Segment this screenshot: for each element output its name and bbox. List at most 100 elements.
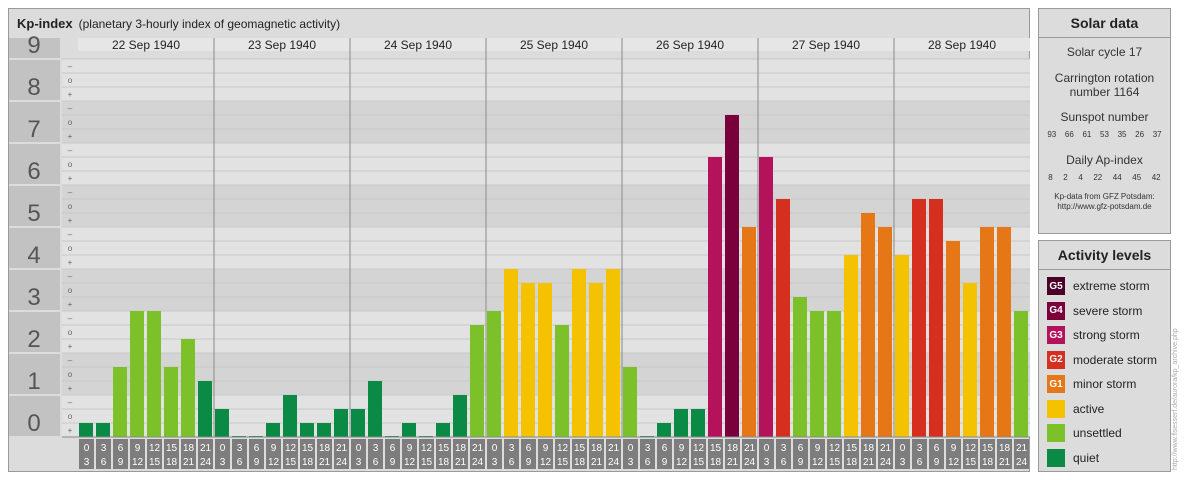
hour-end-label: 15 [285,457,297,468]
hour-start-label: 0 [220,443,226,454]
hour-start-label: 21 [744,443,756,454]
hour-end-label: 24 [1016,457,1028,468]
hour-end-label: 3 [764,457,770,468]
kp-bar [181,339,195,437]
hour-cell [215,439,230,469]
hour-end-label: 15 [693,457,705,468]
hour-end-label: 3 [220,457,226,468]
kp-bar [368,381,382,437]
hour-start-label: 18 [863,443,875,454]
kp-bar [929,198,943,437]
credit-link[interactable]: http://www.gfz-potsdam.de [1057,202,1152,211]
kp-bar [980,227,994,437]
hour-cell [912,439,927,469]
subtick-label: – [68,146,73,155]
hour-start-label: 9 [815,443,821,454]
hour-end-label: 3 [356,457,362,468]
kp-bar [113,366,127,437]
hour-cell [980,439,995,469]
hour-end-label: 24 [880,457,892,468]
kp-bar [351,408,365,437]
day-label: 22 Sep 1940 [112,38,180,52]
hour-start-label: 12 [829,443,841,454]
hour-start-label: 9 [951,443,957,454]
hour-cell [776,439,791,469]
hour-cell [1014,439,1029,469]
archive-url-watermark: http://www.flsesserf.de/aurora/kp_archiv… [1172,328,1179,470]
hour-cell [997,439,1012,469]
y-tick-label: 0 [27,410,40,437]
y-tick-label: 7 [27,116,40,143]
day-label: 26 Sep 1940 [656,38,724,52]
hour-start-label: 18 [183,443,195,454]
kp-bar [691,408,705,437]
hour-start-label: 3 [509,443,515,454]
ap-value: 2 [1063,173,1068,182]
hour-end-label: 15 [421,457,433,468]
subtick-label: + [68,90,73,99]
kp-bar [79,423,93,437]
hour-start-label: 3 [101,443,107,454]
activity-levels-title: Activity levels [1039,241,1170,270]
kp-bar [130,311,144,437]
hour-end-label: 12 [812,457,824,468]
y-tick-label: 5 [27,200,40,227]
hour-end-label: 15 [557,457,569,468]
legend-label: extreme storm [1073,279,1150,293]
hour-start-label: 6 [254,443,260,454]
subtick-label: o [68,328,73,337]
solar-data-panel: Solar data Solar cycle 17 Carrington rot… [1038,8,1171,234]
legend-swatch: G5 [1047,277,1065,295]
hour-start-label: 0 [356,443,362,454]
y-tick-label: 2 [27,326,40,353]
hour-end-label: 18 [574,457,586,468]
subtick-label: – [68,62,73,71]
hour-start-label: 3 [237,443,243,454]
y-tick-label: 3 [27,284,40,311]
legend-label: active [1073,401,1105,416]
kp-bar [572,269,586,437]
kp-bar [198,381,212,437]
kp-bar [555,324,569,437]
y-axis-band [9,38,60,437]
hour-end-label: 6 [237,457,243,468]
hour-end-label: 21 [591,457,603,468]
activity-levels-panel: Activity levels G5 extreme storm G4 severe … [1038,240,1171,472]
hour-end-label: 24 [608,457,620,468]
hour-start-label: 0 [764,443,770,454]
kp-bar [912,198,926,437]
hour-start-label: 9 [679,443,685,454]
y-tick-label: 8 [27,74,40,101]
legend-label: minor storm [1073,377,1137,391]
y-tick-label: 1 [27,368,40,395]
subtick-label: o [68,76,73,85]
hour-end-label: 9 [934,457,940,468]
day-label: 24 Sep 1940 [384,38,452,52]
hour-end-label: 21 [455,457,467,468]
hour-cell [742,439,757,469]
hour-cell [96,439,111,469]
subtick-label: – [68,398,73,407]
ap-value: 44 [1112,173,1122,182]
subtick-label: o [68,202,73,211]
hour-end-label: 12 [676,457,688,468]
hour-end-label: 3 [84,457,90,468]
ap-value: 8 [1048,173,1053,182]
hour-end-label: 18 [846,457,858,468]
hour-cell [130,439,145,469]
ap-value: 42 [1151,173,1161,182]
chart-title-main: Kp-index [17,16,73,31]
legend-label: unsettled [1073,426,1122,440]
ap-value: 22 [1093,173,1103,182]
hour-cell [589,439,604,469]
hour-cell [368,439,383,469]
legend-label: moderate storm [1073,352,1158,367]
hour-cell [232,439,247,469]
hour-end-label: 3 [492,457,498,468]
hour-start-label: 21 [336,443,348,454]
hour-cell [164,439,179,469]
sunspot-value: 35 [1117,130,1127,139]
sunspot-label: Sunspot number [1060,110,1149,124]
day-label: 25 Sep 1940 [520,38,588,52]
hour-start-label: 3 [781,443,787,454]
